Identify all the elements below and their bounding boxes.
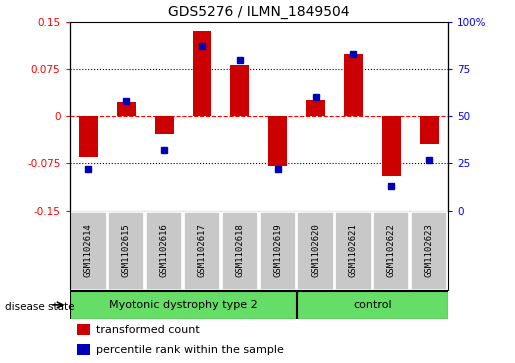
Text: GSM1102614: GSM1102614 <box>84 224 93 277</box>
Text: GSM1102618: GSM1102618 <box>235 224 244 277</box>
Text: percentile rank within the sample: percentile rank within the sample <box>96 345 284 355</box>
Text: disease state: disease state <box>5 302 75 312</box>
Bar <box>382 116 401 176</box>
Bar <box>230 65 249 116</box>
Text: control: control <box>353 300 392 310</box>
Bar <box>260 212 296 290</box>
Title: GDS5276 / ILMN_1849504: GDS5276 / ILMN_1849504 <box>168 5 350 19</box>
Bar <box>297 291 448 319</box>
Bar <box>268 116 287 167</box>
Bar <box>108 212 145 290</box>
Bar <box>344 54 363 116</box>
Text: Myotonic dystrophy type 2: Myotonic dystrophy type 2 <box>109 300 258 310</box>
Bar <box>77 344 90 355</box>
Bar <box>70 212 107 290</box>
Text: GSM1102620: GSM1102620 <box>311 224 320 277</box>
Bar <box>335 212 372 290</box>
Bar <box>70 291 296 319</box>
Bar <box>420 116 439 144</box>
Bar <box>154 116 174 134</box>
Bar <box>77 324 90 335</box>
Text: GSM1102623: GSM1102623 <box>425 224 434 277</box>
Bar <box>117 102 136 116</box>
Text: GSM1102616: GSM1102616 <box>160 224 168 277</box>
Text: GSM1102621: GSM1102621 <box>349 224 358 277</box>
Bar <box>297 212 334 290</box>
Bar <box>193 31 212 116</box>
Text: GSM1102622: GSM1102622 <box>387 224 396 277</box>
Text: GSM1102619: GSM1102619 <box>273 224 282 277</box>
Bar <box>373 212 409 290</box>
Bar <box>79 116 98 157</box>
Bar <box>411 212 448 290</box>
Bar <box>146 212 182 290</box>
Text: transformed count: transformed count <box>96 325 200 335</box>
Bar <box>221 212 258 290</box>
Bar <box>306 101 325 116</box>
Bar <box>184 212 220 290</box>
Text: GSM1102615: GSM1102615 <box>122 224 131 277</box>
Text: GSM1102617: GSM1102617 <box>198 224 207 277</box>
